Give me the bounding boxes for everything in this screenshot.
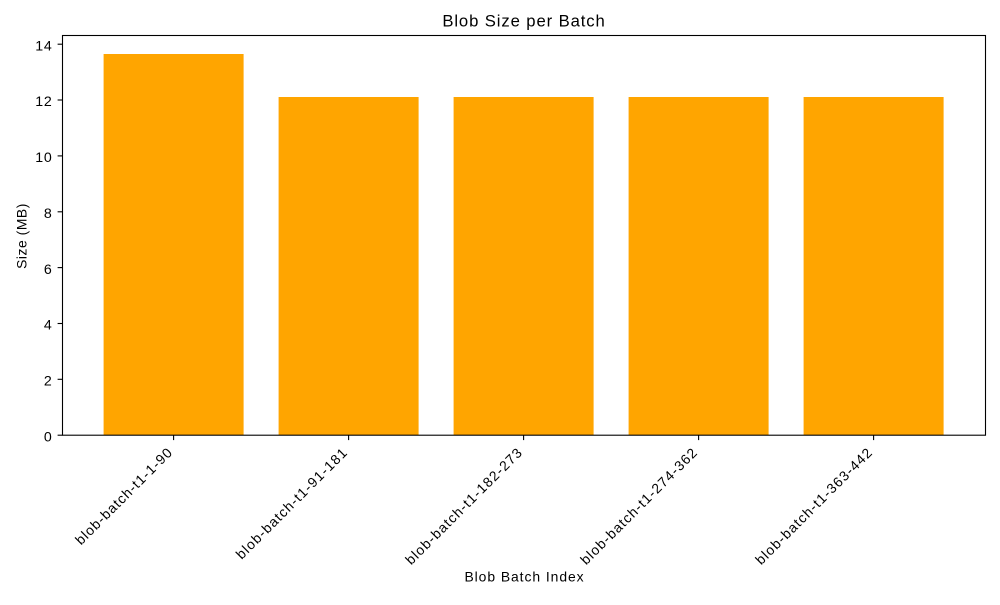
svg-text:14: 14: [35, 38, 52, 54]
svg-text:4: 4: [44, 318, 53, 334]
svg-text:8: 8: [44, 206, 53, 222]
svg-text:10: 10: [35, 150, 52, 166]
svg-text:Blob Size per Batch: Blob Size per Batch: [442, 12, 605, 31]
svg-text:0: 0: [44, 429, 53, 445]
svg-text:12: 12: [35, 94, 52, 110]
svg-text:Size (MB): Size (MB): [13, 203, 29, 269]
svg-text:6: 6: [44, 262, 53, 278]
svg-text:Blob Batch Index: Blob Batch Index: [464, 569, 584, 585]
svg-text:2: 2: [44, 374, 53, 390]
